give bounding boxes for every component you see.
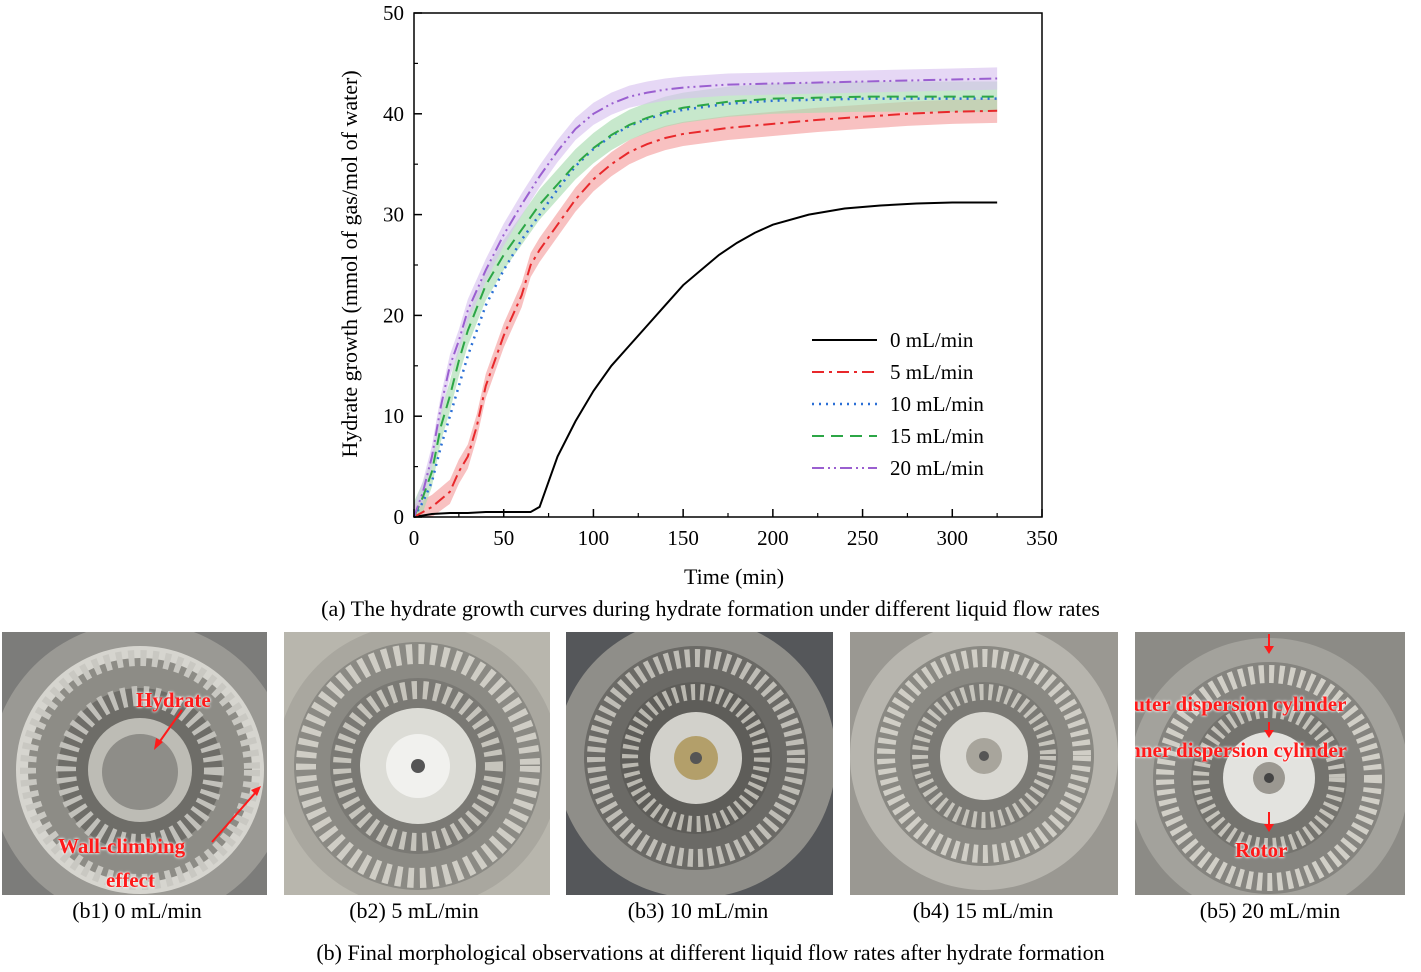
x-tick-label: 250 <box>847 526 879 550</box>
photo-label-b5: (b5) 20 mL/min <box>1199 898 1341 923</box>
reactor-photo-b2 <box>284 632 550 895</box>
legend-label-4: 20 mL/min <box>890 456 984 480</box>
x-tick-label: 150 <box>667 526 699 550</box>
y-axis-label: Hydrate growth (mmol of gas/mol of water… <box>337 70 362 457</box>
y-tick-label: 50 <box>383 1 404 25</box>
annotation-rotor: Rotor <box>1235 838 1288 862</box>
series-line-4 <box>413 77 998 518</box>
annotation-outer-cylinder: Outer dispersion cylinder <box>1135 692 1347 716</box>
legend-label-2: 10 mL/min <box>890 392 984 416</box>
annotation-hydrate: Hydrate <box>136 688 211 712</box>
y-tick-label: 30 <box>383 203 404 227</box>
x-tick-label: 100 <box>578 526 610 550</box>
band-series-3 <box>414 81 998 517</box>
annotation-wall-climbing: Wall-climbing <box>58 834 186 858</box>
series-lines <box>412 77 998 518</box>
chart-legend: 0 mL/min 5 mL/min 10 mL/min 15 mL/min 20 mL/… <box>812 328 984 480</box>
legend-label-3: 15 mL/min <box>890 424 984 448</box>
photo-label-b4: (b4) 15 mL/min <box>912 898 1054 923</box>
photo-b4 <box>850 632 1118 895</box>
legend-label-1: 5 mL/min <box>890 360 974 384</box>
photo-label-b3: (b3) 10 mL/min <box>627 898 769 923</box>
y-tick-label: 20 <box>383 303 404 327</box>
photo-label-b2: (b2) 5 mL/min <box>349 898 479 923</box>
x-axis-label: Time (min) <box>684 564 784 589</box>
y-tick-label: 40 <box>383 102 404 126</box>
photo-label-b1: (b1) 0 mL/min <box>72 898 202 923</box>
hydrate-growth-chart: 0 50 100 150 200 250 300 350 0 10 20 30 40 50 Hydrate… <box>337 1 1058 589</box>
x-tick-label: 0 <box>409 526 420 550</box>
uncertainty-bands <box>414 67 998 518</box>
x-tick-label: 300 <box>937 526 969 550</box>
series-line-1 <box>413 109 998 518</box>
x-tick-label: 50 <box>493 526 514 550</box>
band-series-1 <box>414 98 998 518</box>
x-tick-label: 350 <box>1026 526 1058 550</box>
series-line-3 <box>413 95 998 518</box>
chart-axes: 0 50 100 150 200 250 300 350 0 10 20 30 40 50 <box>383 1 1058 550</box>
photo-b1: Hydrate Wall-climbing effect <box>2 632 267 895</box>
reactor-photo-b4 <box>850 632 1118 895</box>
annotation-inner-cylinder: Inner dispersion cylinder <box>1135 738 1347 762</box>
reactor-photo-b3 <box>566 632 833 895</box>
annotation-effect: effect <box>106 868 155 892</box>
y-tick-label: 10 <box>383 404 404 428</box>
legend-label-0: 0 mL/min <box>890 328 974 352</box>
y-tick-label: 0 <box>394 505 405 529</box>
reactor-photo-b1 <box>2 632 267 895</box>
caption-a: (a) The hydrate growth curves during hyd… <box>321 596 1100 621</box>
x-tick-label: 200 <box>757 526 789 550</box>
photo-b3 <box>566 632 833 895</box>
photo-b5: Outer dispersion cylinder Inner dispersi… <box>1135 632 1405 895</box>
photo-b2 <box>284 632 550 895</box>
series-line-2 <box>412 97 998 518</box>
caption-b: (b) Final morphological observations at … <box>316 940 1105 965</box>
series-line-0 <box>413 201 998 518</box>
reactor-photo-b5 <box>1135 632 1405 895</box>
